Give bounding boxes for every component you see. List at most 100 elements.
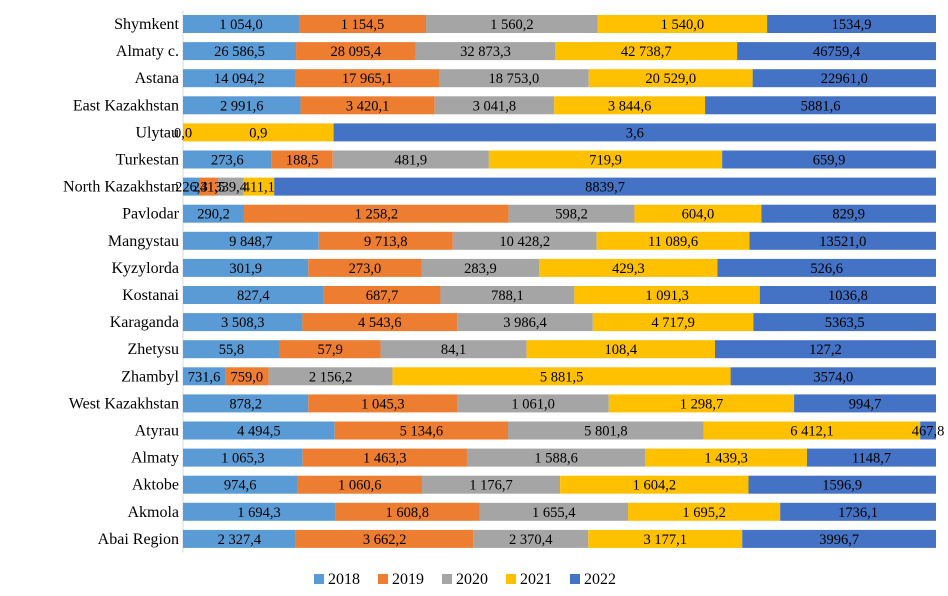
bar-segment-zhambyl-2021 bbox=[392, 367, 731, 386]
category-label-ulytau: Ulytau bbox=[135, 124, 179, 141]
data-label-almaty-2020: 1 588,6 bbox=[534, 451, 578, 467]
bar-segment-aktobe-2019 bbox=[297, 475, 422, 494]
bar-segment-aktobe-2021 bbox=[560, 475, 749, 494]
legend-swatch-2021 bbox=[506, 574, 516, 584]
data-label-turkestan-2018: 273,6 bbox=[211, 153, 244, 169]
data-label-kostanai-2022: 1036,8 bbox=[828, 288, 868, 304]
data-label-almaty-c-2018: 26 586,5 bbox=[214, 44, 265, 60]
bar-segment-mangystau-2019 bbox=[318, 231, 453, 250]
data-label-shymkent-2018: 1 054,0 bbox=[219, 17, 263, 33]
category-label-zhetysu: Zhetysu bbox=[127, 341, 179, 358]
bar-segment-kyzylorda-2020 bbox=[421, 258, 540, 277]
data-label-east-kazakhstan-2018: 2 991,6 bbox=[220, 98, 264, 114]
bar-segment-atyrau-2022 bbox=[920, 421, 936, 440]
bar-segment-zhetysu-2020 bbox=[380, 340, 527, 359]
bar-segment-atyrau-2021 bbox=[703, 421, 921, 440]
data-label-pavlodar-2021: 604,0 bbox=[682, 207, 715, 223]
bar-segment-abai-region-2021 bbox=[588, 529, 743, 548]
data-label-kyzylorda-2019: 273,0 bbox=[349, 261, 382, 277]
bar-segment-mangystau-2022 bbox=[749, 231, 936, 250]
data-label-kostanai-2020: 788,1 bbox=[491, 288, 524, 304]
data-label-ulytau-2022: 3,6 bbox=[626, 125, 644, 141]
bar-segment-kostanai-2021 bbox=[574, 286, 760, 304]
bar-segment-zhetysu-2019 bbox=[279, 340, 381, 359]
data-label-ulytau-2018: 0,0 bbox=[174, 125, 192, 141]
bar-segment-north-kazakhstan-2021 bbox=[243, 177, 275, 196]
legend-label-2022: 2022 bbox=[584, 571, 616, 588]
data-label-aktobe-2020: 1 176,7 bbox=[469, 478, 513, 494]
category-label-kyzylorda: Kyzylorda bbox=[111, 260, 179, 277]
data-label-north-kazakhstan-2019: 241,5 bbox=[193, 180, 226, 196]
data-label-north-kazakhstan-2018: 226,3 bbox=[175, 180, 208, 196]
data-label-shymkent-2022: 1534,9 bbox=[832, 17, 872, 33]
data-label-west-kazakhstan-2021: 1 298,7 bbox=[680, 396, 724, 412]
bar-segment-almaty-2022 bbox=[806, 448, 936, 467]
legend-swatch-2020 bbox=[442, 574, 452, 584]
data-label-astana-2022: 22961,0 bbox=[821, 71, 868, 87]
bar-segment-east-kazakhstan-2019 bbox=[300, 96, 435, 115]
category-label-north-kazakhstan: North Kazakhstan bbox=[63, 179, 179, 196]
data-label-kostanai-2021: 1 091,3 bbox=[645, 288, 689, 304]
bar-segment-east-kazakhstan-2018 bbox=[183, 96, 301, 115]
bar-segment-abai-region-2018 bbox=[183, 529, 296, 548]
bar-segment-zhambyl-2018 bbox=[183, 367, 226, 386]
bar-segment-almaty-c-2021 bbox=[555, 42, 738, 61]
bar-segment-kyzylorda-2019 bbox=[308, 258, 422, 277]
category-label-akmola: Akmola bbox=[127, 504, 179, 521]
category-label-east-kazakhstan: East Kazakhstan bbox=[73, 97, 179, 114]
data-label-turkestan-2021: 719,9 bbox=[589, 153, 622, 169]
bar-segment-west-kazakhstan-2018 bbox=[183, 394, 309, 413]
data-label-aktobe-2022: 1596,9 bbox=[822, 478, 862, 494]
data-label-akmola-2019: 1 608,8 bbox=[386, 505, 430, 521]
category-label-karaganda: Karaganda bbox=[110, 314, 179, 331]
bar-segment-turkestan-2021 bbox=[488, 150, 723, 169]
bar-segment-pavlodar-2019 bbox=[244, 204, 509, 223]
bar-segment-akmola-2020 bbox=[479, 502, 629, 521]
data-label-almaty-c-2019: 28 095,4 bbox=[330, 44, 382, 60]
bar-segment-mangystau-2020 bbox=[452, 231, 597, 250]
bar-segment-zhetysu-2021 bbox=[526, 340, 715, 359]
category-label-zhambyl: Zhambyl bbox=[121, 368, 179, 385]
data-label-karaganda-2019: 4 543,6 bbox=[358, 315, 402, 331]
data-label-akmola-2020: 1 655,4 bbox=[532, 505, 576, 521]
bar-segment-mangystau-2018 bbox=[183, 231, 319, 250]
bar-segment-ulytau-2022 bbox=[333, 123, 937, 142]
data-label-zhetysu-2018: 55,8 bbox=[219, 342, 244, 358]
bar-segment-astana-2022 bbox=[752, 69, 936, 88]
category-label-astana: Astana bbox=[135, 70, 179, 87]
data-label-almaty-c-2021: 42 738,7 bbox=[621, 44, 672, 60]
data-label-karaganda-2021: 4 717,9 bbox=[651, 315, 695, 331]
data-label-astana-2020: 18 753,0 bbox=[488, 71, 539, 87]
bar-segment-aktobe-2022 bbox=[748, 475, 936, 494]
data-label-pavlodar-2018: 290,2 bbox=[197, 207, 230, 223]
data-label-astana-2021: 20 529,0 bbox=[645, 71, 696, 87]
data-label-pavlodar-2020: 598,2 bbox=[555, 207, 588, 223]
category-label-pavlodar: Pavlodar bbox=[122, 206, 180, 223]
bar-segment-shymkent-2019 bbox=[298, 15, 427, 33]
bar-segment-pavlodar-2018 bbox=[183, 204, 245, 223]
bar-segment-ulytau-2021 bbox=[183, 123, 334, 142]
data-label-shymkent-2021: 1 540,0 bbox=[661, 17, 705, 33]
data-label-atyrau-2020: 5 801,8 bbox=[584, 424, 628, 440]
legend-swatch-2018 bbox=[314, 574, 324, 584]
bar-segment-almaty-2018 bbox=[183, 448, 303, 467]
bar-segment-atyrau-2018 bbox=[183, 421, 335, 440]
bar-segment-west-kazakhstan-2020 bbox=[457, 394, 609, 413]
data-label-kyzylorda-2022: 526,6 bbox=[810, 261, 843, 277]
data-label-almaty-c-2020: 32 873,3 bbox=[460, 44, 511, 60]
data-label-north-kazakhstan-2020: 339,4 bbox=[214, 180, 247, 196]
legend-label-2020: 2020 bbox=[456, 571, 488, 588]
bar-segment-shymkent-2021 bbox=[597, 15, 768, 33]
data-label-atyrau-2022: 467,8 bbox=[912, 424, 945, 440]
bar-segment-shymkent-2018 bbox=[183, 15, 299, 33]
bar-segment-akmola-2022 bbox=[780, 502, 936, 521]
bar-segment-zhetysu-2018 bbox=[183, 340, 280, 359]
bar-segment-abai-region-2022 bbox=[742, 529, 936, 548]
legend-swatch-2019 bbox=[378, 574, 388, 584]
bar-segment-west-kazakhstan-2019 bbox=[308, 394, 458, 413]
bar-segment-north-kazakhstan-2022 bbox=[274, 177, 936, 196]
data-label-karaganda-2022: 5363,5 bbox=[825, 315, 865, 331]
data-label-zhetysu-2022: 127,2 bbox=[809, 342, 842, 358]
